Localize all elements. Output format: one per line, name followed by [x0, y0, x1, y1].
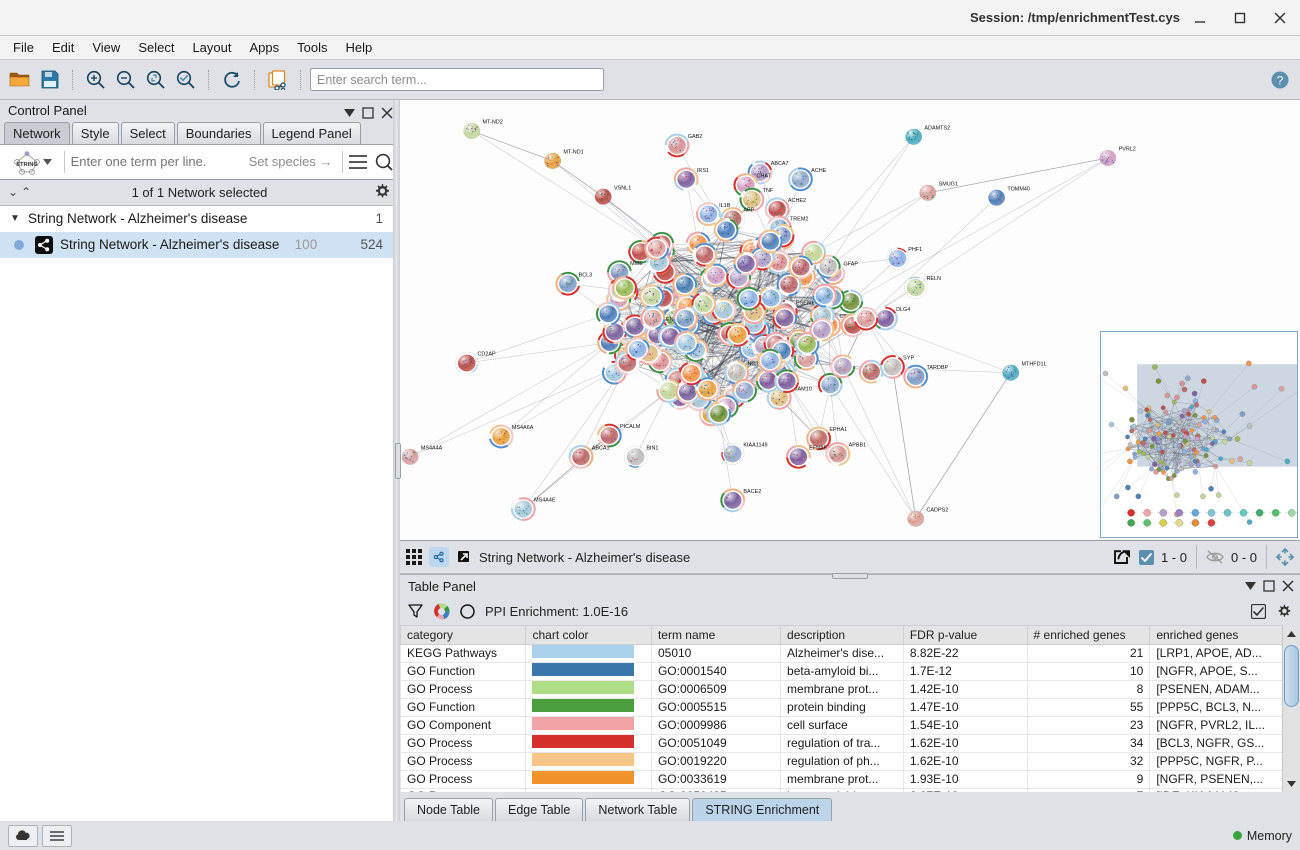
svg-text:PVRL2: PVRL2 — [1119, 147, 1136, 153]
svg-text:ACHE2: ACHE2 — [788, 198, 806, 204]
svg-text:MS4A4A: MS4A4A — [421, 446, 443, 452]
svg-text:MT-ND1: MT-ND1 — [563, 150, 583, 156]
svg-text:DLG4: DLG4 — [896, 307, 910, 313]
svg-text:KIAA1149: KIAA1149 — [743, 443, 767, 449]
svg-text:RELN: RELN — [926, 276, 941, 282]
svg-text:PSEN1: PSEN1 — [796, 301, 814, 307]
svg-text:MTHFD1L: MTHFD1L — [1022, 361, 1047, 367]
svg-text:TOMM40: TOMM40 — [1007, 186, 1030, 192]
svg-text:SYP: SYP — [903, 356, 914, 362]
svg-text:GFAP: GFAP — [844, 262, 859, 268]
svg-text:VSNL1: VSNL1 — [614, 185, 631, 191]
svg-text:GAB2: GAB2 — [688, 134, 703, 140]
svg-text:ABCA1: ABCA1 — [592, 446, 610, 452]
svg-text:APP: APP — [743, 208, 754, 214]
svg-text:MT-ND2: MT-ND2 — [483, 120, 503, 126]
svg-text:PICALM: PICALM — [620, 424, 640, 430]
svg-text:EFNA5: EFNA5 — [809, 446, 827, 452]
svg-text:BCL3: BCL3 — [579, 272, 593, 278]
svg-text:PHF1: PHF1 — [908, 247, 922, 253]
svg-text:APBB1: APBB1 — [849, 443, 867, 449]
svg-text:TNF: TNF — [763, 188, 774, 194]
svg-text:CADPS2: CADPS2 — [926, 507, 948, 513]
svg-text:TREM2: TREM2 — [790, 216, 808, 222]
svg-text:SMUG1: SMUG1 — [939, 182, 958, 188]
svg-text:ADAMTS2: ADAMTS2 — [924, 125, 950, 131]
svg-text:EPHA1: EPHA1 — [829, 427, 847, 433]
svg-text:TARDBP: TARDBP — [926, 365, 948, 371]
svg-text:CHAT: CHAT — [757, 174, 772, 180]
svg-text:BACE2: BACE2 — [743, 489, 761, 495]
svg-text:IRS1: IRS1 — [697, 168, 709, 174]
svg-text:STRING: STRING — [16, 162, 38, 168]
svg-text:ACHE: ACHE — [811, 168, 827, 174]
svg-text:BIN1: BIN1 — [646, 446, 658, 452]
svg-text:MS4A4E: MS4A4E — [534, 498, 556, 504]
svg-text:MS4A6A: MS4A6A — [512, 425, 534, 431]
svg-text:?: ? — [1277, 73, 1284, 87]
svg-text:ABCA7: ABCA7 — [771, 161, 789, 167]
svg-text:MME: MME — [630, 261, 643, 267]
svg-text:CD2AP: CD2AP — [477, 352, 496, 358]
